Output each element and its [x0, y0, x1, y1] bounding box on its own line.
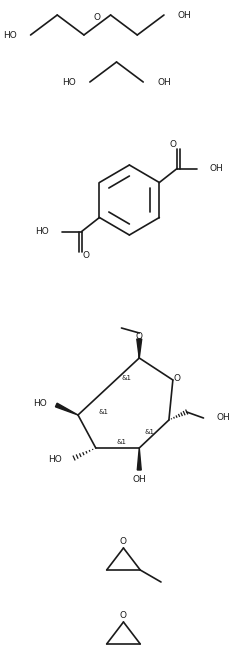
Text: O: O — [94, 13, 101, 21]
Text: OH: OH — [157, 78, 171, 86]
Text: O: O — [173, 374, 180, 382]
Text: &1: &1 — [122, 375, 132, 381]
Text: HO: HO — [33, 398, 46, 408]
Text: HO: HO — [3, 31, 17, 39]
Text: O: O — [120, 610, 127, 620]
Polygon shape — [137, 339, 142, 358]
Text: OH: OH — [210, 164, 224, 173]
Polygon shape — [55, 403, 78, 415]
Text: HO: HO — [62, 78, 76, 86]
Text: &1: &1 — [99, 409, 109, 415]
Text: O: O — [170, 140, 177, 149]
Text: O: O — [82, 251, 89, 260]
Text: &1: &1 — [116, 439, 126, 445]
Text: &1: &1 — [144, 429, 154, 435]
Polygon shape — [137, 448, 141, 470]
Text: OH: OH — [132, 475, 146, 485]
Text: OH: OH — [178, 11, 192, 19]
Text: O: O — [136, 331, 143, 340]
Text: HO: HO — [49, 456, 62, 464]
Text: O: O — [120, 537, 127, 545]
Text: OH: OH — [216, 414, 230, 422]
Text: HO: HO — [35, 227, 49, 236]
